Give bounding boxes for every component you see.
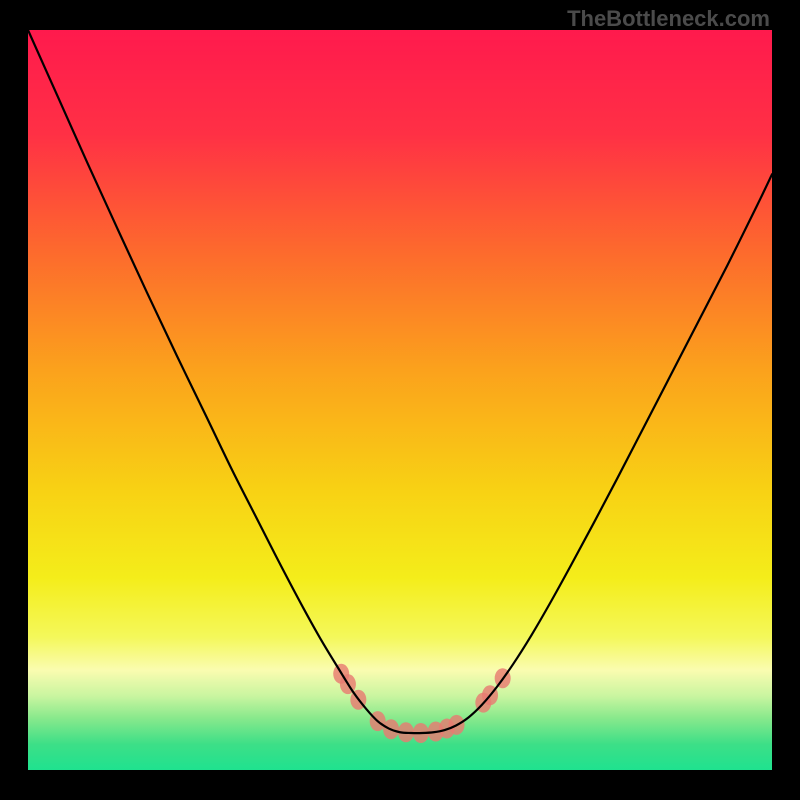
- bottleneck-curve: [28, 30, 772, 733]
- watermark-label: TheBottleneck.com: [567, 6, 770, 32]
- plot-area: [28, 30, 772, 770]
- chart-frame: TheBottleneck.com: [0, 0, 800, 800]
- curve-overlay-svg: [28, 30, 772, 770]
